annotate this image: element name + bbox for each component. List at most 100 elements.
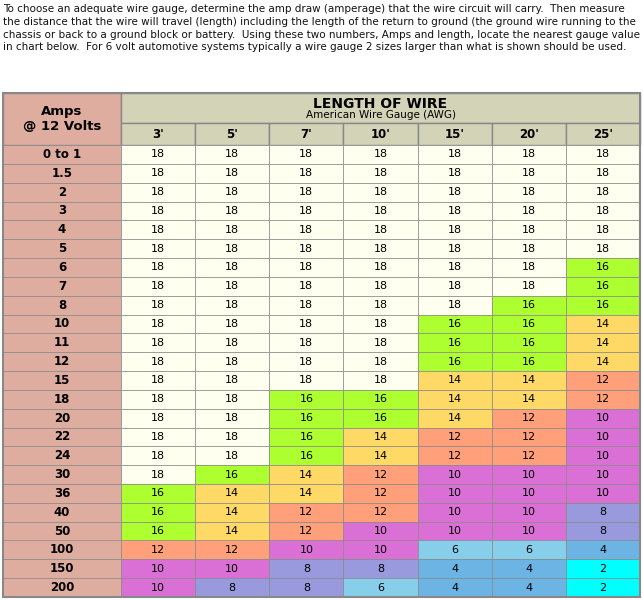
- Bar: [269, 296, 343, 314]
- Text: 18: 18: [151, 376, 165, 385]
- Text: 18: 18: [448, 168, 462, 178]
- Bar: [343, 314, 417, 334]
- Text: 18: 18: [54, 393, 70, 406]
- Text: 14: 14: [596, 356, 610, 367]
- Text: 18: 18: [448, 149, 462, 160]
- Bar: [3, 503, 121, 521]
- Text: 8: 8: [599, 507, 606, 517]
- Bar: [566, 164, 640, 182]
- Bar: [121, 296, 195, 314]
- Bar: [3, 484, 121, 503]
- Text: 10: 10: [225, 564, 239, 574]
- Text: 14: 14: [225, 488, 239, 499]
- Bar: [195, 352, 269, 371]
- Text: 18: 18: [151, 338, 165, 348]
- Text: 12: 12: [151, 545, 165, 555]
- Bar: [195, 541, 269, 559]
- Bar: [566, 239, 640, 258]
- Bar: [343, 465, 417, 484]
- Text: 14: 14: [448, 394, 462, 404]
- Text: 18: 18: [299, 281, 313, 291]
- Bar: [269, 334, 343, 352]
- Bar: [195, 164, 269, 182]
- Text: 200: 200: [50, 581, 74, 594]
- Text: 2: 2: [58, 185, 66, 199]
- Bar: [417, 296, 492, 314]
- Bar: [3, 390, 121, 409]
- Text: 18: 18: [596, 149, 610, 160]
- Bar: [121, 371, 195, 390]
- Bar: [566, 296, 640, 314]
- Bar: [566, 182, 640, 202]
- Text: 10: 10: [596, 413, 610, 423]
- Text: 18: 18: [448, 300, 462, 310]
- Bar: [121, 559, 195, 578]
- Bar: [121, 409, 195, 427]
- Bar: [343, 427, 417, 446]
- Bar: [195, 296, 269, 314]
- Bar: [121, 334, 195, 352]
- Text: 18: 18: [521, 149, 536, 160]
- Bar: [3, 314, 121, 334]
- Bar: [3, 409, 121, 427]
- Text: 30: 30: [54, 468, 70, 481]
- Text: 4: 4: [58, 223, 66, 236]
- Text: 18: 18: [225, 356, 239, 367]
- Text: 18: 18: [374, 376, 388, 385]
- Text: 2: 2: [599, 583, 606, 593]
- Text: 18: 18: [151, 394, 165, 404]
- Bar: [566, 258, 640, 277]
- Bar: [3, 559, 121, 578]
- Bar: [121, 352, 195, 371]
- Text: 100: 100: [50, 544, 74, 556]
- Text: 12: 12: [299, 526, 313, 536]
- Bar: [3, 202, 121, 220]
- Text: 16: 16: [300, 413, 313, 423]
- Bar: [492, 578, 566, 597]
- Text: 14: 14: [299, 470, 313, 479]
- Text: 18: 18: [596, 225, 610, 235]
- Text: 16: 16: [374, 394, 388, 404]
- Bar: [121, 465, 195, 484]
- Bar: [3, 239, 121, 258]
- Text: 4: 4: [451, 564, 458, 574]
- Text: 18: 18: [448, 225, 462, 235]
- Bar: [566, 465, 640, 484]
- Bar: [195, 277, 269, 296]
- Bar: [343, 258, 417, 277]
- Bar: [492, 296, 566, 314]
- Text: 16: 16: [521, 356, 536, 367]
- Text: 18: 18: [151, 187, 165, 197]
- Text: 12: 12: [596, 376, 610, 385]
- Bar: [121, 503, 195, 521]
- Text: 16: 16: [448, 319, 462, 329]
- Bar: [3, 334, 121, 352]
- Bar: [343, 296, 417, 314]
- Text: 18: 18: [299, 168, 313, 178]
- Bar: [195, 258, 269, 277]
- Bar: [343, 390, 417, 409]
- Text: 10: 10: [374, 545, 388, 555]
- Bar: [492, 334, 566, 352]
- Text: 12: 12: [521, 413, 536, 423]
- Text: 40: 40: [54, 506, 70, 519]
- Bar: [195, 578, 269, 597]
- Bar: [195, 334, 269, 352]
- Bar: [417, 164, 492, 182]
- Bar: [269, 578, 343, 597]
- Text: 18: 18: [374, 187, 388, 197]
- Text: 16: 16: [300, 394, 313, 404]
- Bar: [566, 371, 640, 390]
- Text: 18: 18: [151, 206, 165, 216]
- Text: 11: 11: [54, 336, 70, 349]
- Text: 36: 36: [54, 487, 70, 500]
- Bar: [121, 145, 195, 164]
- Bar: [269, 409, 343, 427]
- Text: 6: 6: [58, 261, 66, 274]
- Text: 16: 16: [300, 432, 313, 442]
- Bar: [343, 371, 417, 390]
- Text: 12: 12: [374, 507, 388, 517]
- Text: 14: 14: [374, 432, 388, 442]
- Text: 18: 18: [225, 394, 239, 404]
- Text: 3': 3': [152, 127, 164, 140]
